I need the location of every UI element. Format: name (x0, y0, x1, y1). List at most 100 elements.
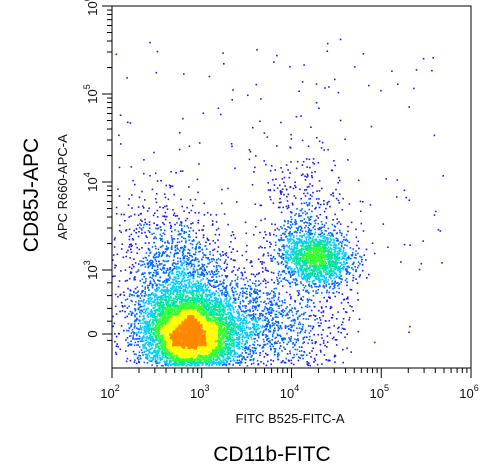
event-dot (130, 166, 133, 168)
event-dot (222, 285, 224, 288)
event-dot (310, 309, 313, 312)
event-dot (272, 345, 275, 348)
event-dot (297, 338, 299, 340)
event-dot (155, 260, 158, 262)
event-dot (136, 246, 138, 249)
event-dot (345, 268, 347, 270)
event-dot (294, 301, 296, 303)
event-dot (266, 335, 268, 337)
event-dot (262, 280, 265, 282)
event-dot (281, 245, 283, 248)
event-dot (329, 232, 332, 234)
event-dot (283, 219, 286, 222)
event-dot (298, 323, 300, 326)
event-dot (114, 275, 116, 277)
event-dot (253, 319, 255, 321)
event-dot (156, 192, 158, 195)
event-dot (159, 354, 161, 357)
event-dot (329, 332, 332, 335)
event-dot (308, 219, 310, 221)
event-dot (136, 331, 138, 334)
event-dot (274, 241, 277, 244)
event-dot (269, 169, 272, 172)
event-dot (245, 336, 247, 338)
event-dot (172, 293, 175, 296)
event-dot (275, 324, 278, 326)
event-dot (277, 252, 279, 255)
event-dot (137, 356, 139, 359)
event-dot (311, 195, 313, 198)
event-dot (300, 115, 302, 117)
event-dot (279, 184, 281, 187)
event-dot (305, 289, 307, 292)
event-dot (144, 218, 146, 221)
event-dot (300, 328, 303, 330)
event-dot (149, 264, 151, 267)
event-dot (287, 341, 290, 344)
event-dot (331, 223, 334, 226)
event-dot (219, 253, 221, 255)
event-dot (237, 315, 239, 318)
event-dot (276, 278, 279, 281)
event-dot (229, 328, 231, 331)
event-dot (282, 256, 285, 259)
event-dot (268, 298, 271, 300)
event-dot (236, 285, 239, 287)
event-dot (145, 278, 147, 280)
event-dot (283, 278, 286, 280)
event-dot (249, 328, 252, 330)
event-dot (282, 314, 284, 316)
event-dot (299, 267, 301, 270)
event-dot (239, 306, 241, 308)
event-dot (155, 360, 158, 362)
event-dot (239, 330, 242, 332)
event-dot (170, 247, 173, 249)
event-dot (341, 208, 344, 211)
event-dot (188, 281, 191, 283)
event-dot (339, 231, 341, 234)
event-dot (189, 199, 192, 201)
event-dot (267, 302, 270, 305)
event-dot (211, 224, 214, 226)
event-dot (281, 300, 283, 302)
event-dot (276, 342, 279, 344)
event-dot (334, 272, 336, 274)
event-dot (300, 313, 303, 316)
event-dot (289, 267, 292, 270)
event-dot (336, 247, 338, 249)
event-dot (233, 346, 235, 349)
event-dot (330, 272, 333, 274)
event-dot (303, 286, 306, 289)
event-dot (232, 325, 235, 328)
event-dot (301, 266, 303, 268)
event-dot (218, 303, 221, 306)
event-dot (220, 113, 222, 116)
event-dot (151, 264, 153, 267)
event-dot (323, 226, 325, 228)
event-dot (331, 314, 334, 316)
event-dot (148, 207, 150, 209)
event-dot (254, 313, 257, 316)
event-dot (234, 327, 236, 329)
event-dot (345, 270, 348, 273)
event-dot (271, 309, 273, 311)
event-dot (247, 322, 249, 324)
event-dot (203, 290, 205, 293)
event-dot (139, 322, 142, 324)
event-dot (325, 285, 327, 287)
event-dot (151, 267, 153, 270)
event-dot (280, 327, 283, 330)
event-dot (232, 248, 234, 250)
event-dot (232, 259, 235, 261)
event-dot (308, 284, 310, 286)
event-dot (281, 260, 283, 263)
event-dot (336, 222, 339, 225)
event-dot (339, 229, 341, 232)
event-dot (146, 321, 148, 323)
event-dot (310, 229, 313, 232)
event-dot (323, 235, 326, 238)
event-dot (334, 164, 336, 167)
event-dot (222, 310, 224, 312)
event-dot (218, 361, 221, 363)
event-dot (138, 230, 140, 233)
